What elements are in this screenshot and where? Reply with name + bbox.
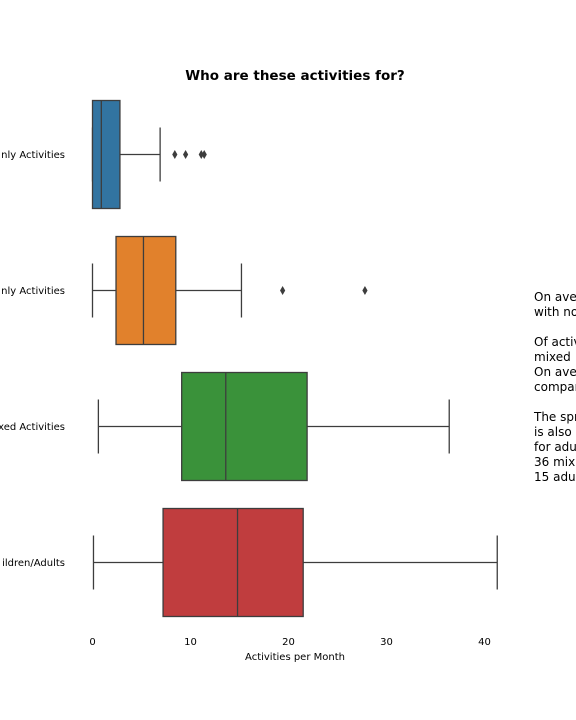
box-iqr: [115, 235, 177, 346]
y-tick-label: xed Activities: [0, 422, 65, 433]
box-group-1: [91, 99, 207, 210]
x-tick-label: 40: [478, 637, 491, 648]
y-tick-label: nly Activities: [1, 150, 65, 161]
box-group-2: [91, 235, 368, 346]
x-tick-label: 10: [184, 637, 197, 648]
outlier-point: [362, 286, 368, 295]
box-group-4: [92, 507, 498, 618]
outlier-point: [172, 150, 178, 159]
box-iqr: [162, 507, 304, 618]
box-group-3: [97, 371, 450, 482]
outlier-point: [201, 150, 207, 159]
x-tick-label: 20: [282, 637, 295, 648]
chart-title: Who are these activities for?: [185, 68, 404, 84]
y-tick-label: ildren/Adults: [2, 558, 65, 569]
y-tick-label: nly Activities: [1, 286, 65, 297]
outlier-point: [198, 150, 204, 159]
x-tick-labels: 0 10 20 30 40: [89, 637, 491, 648]
boxes-group: [91, 99, 498, 618]
outlier-point: [280, 286, 286, 295]
box-iqr: [181, 371, 308, 482]
outlier-point: [183, 150, 189, 159]
x-axis-label: Activities per Month: [245, 652, 345, 663]
box-iqr: [91, 99, 121, 210]
annotation-text: On ave with no Of activ mixed On ave com…: [534, 290, 576, 484]
y-tick-labels: nly Activities nly Activities xed Activiti…: [0, 150, 65, 569]
x-tick-label: 0: [89, 637, 95, 648]
x-tick-label: 30: [380, 637, 393, 648]
